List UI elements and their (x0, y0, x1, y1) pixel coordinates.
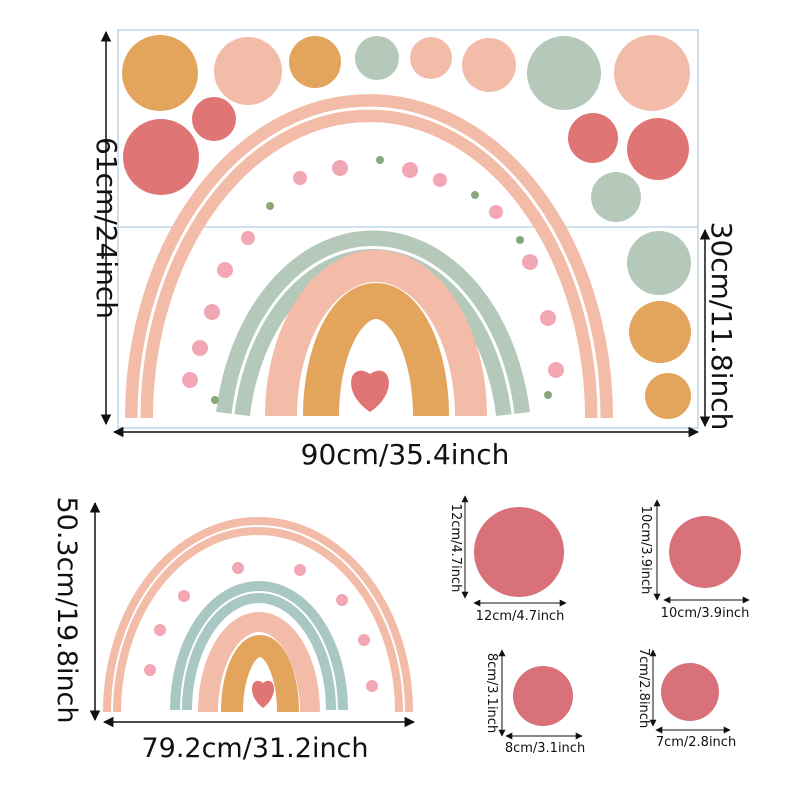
circle-sticker-7cm: 7cm/2.8inch 7cm/2.8inch (636, 648, 736, 750)
rainbow-arc-mustard (221, 635, 299, 713)
flower-icon (433, 173, 447, 187)
flower-icon (489, 205, 503, 219)
dot-sticker (629, 301, 691, 363)
dot-sticker (289, 36, 341, 88)
rainbow-arc-mustard (303, 283, 449, 417)
flower-icon (548, 362, 564, 378)
flower-icon (178, 590, 190, 602)
dot-sticker (627, 118, 689, 180)
leaf-icon (376, 156, 384, 164)
flower-icon (144, 664, 156, 676)
flower-icon (192, 340, 208, 356)
sticker-sheet (117, 29, 699, 429)
bottom-sheet-height-label: 30cm/11.8inch (705, 222, 738, 431)
flower-icon (182, 372, 198, 388)
flower-icon (332, 160, 348, 176)
large-rainbow (125, 94, 613, 419)
circle-sticker-12cm: 12cm/4.7inch 12cm/4.7inch (448, 495, 567, 624)
dot-sticker (568, 113, 618, 163)
circle-width-label: 8cm/3.1inch (505, 741, 585, 756)
dot-sticker (410, 37, 452, 79)
flower-icon (366, 680, 378, 692)
circle-width-label: 7cm/2.8inch (656, 735, 736, 750)
dot-stickers (122, 35, 691, 419)
sheet-height-label: 61cm/24inch (90, 137, 123, 319)
flower-icon (232, 562, 244, 574)
circle-height-label: 10cm/3.9inch (638, 506, 653, 595)
leaf-icon (516, 236, 524, 244)
circle-height-label: 8cm/3.1inch (484, 653, 499, 733)
rainbow-height-label: 50.3cm/19.8inch (51, 496, 82, 723)
rainbow-arc-outer-line (111, 525, 405, 713)
flower-icon (154, 624, 166, 636)
flower-icon (294, 564, 306, 576)
dot-sticker (214, 37, 282, 105)
dot-sticker (527, 36, 601, 110)
flower-icon (402, 162, 418, 178)
dot-sticker (627, 231, 691, 295)
circle-sticker-10cm: 10cm/3.9inch 10cm/3.9inch (638, 499, 750, 621)
flower-icon (293, 171, 307, 185)
circle-sticker (474, 507, 564, 597)
dot-sticker (355, 36, 399, 80)
heart-icon (351, 370, 389, 412)
rainbow-arc-sage-line (180, 591, 338, 711)
leaf-icon (471, 191, 479, 199)
floral-garland (182, 156, 564, 404)
leaf-icon (266, 202, 274, 210)
flower-icon (522, 254, 538, 270)
rainbow-arc-sage-line (231, 245, 515, 415)
rainbow-arc-pink (265, 250, 487, 417)
heart-icon (251, 680, 275, 708)
circle-width-label: 12cm/4.7inch (476, 609, 565, 624)
dot-sticker (462, 38, 516, 92)
dot-sticker (122, 35, 198, 111)
dot-sticker (645, 373, 691, 419)
circle-width-label: 10cm/3.9inch (661, 606, 750, 621)
flower-icon (204, 304, 220, 320)
dot-sticker (123, 119, 199, 195)
flower-icon (241, 231, 255, 245)
rainbow-sticker (103, 517, 413, 713)
circle-sticker (513, 666, 573, 726)
dot-sticker (591, 172, 641, 222)
flower-icon (358, 634, 370, 646)
rainbow-width-label: 79.2cm/31.2inch (141, 733, 368, 764)
dot-sticker (192, 97, 236, 141)
flower-icon (540, 310, 556, 326)
rainbow-arc-pink (198, 612, 320, 713)
leaf-icon (544, 391, 552, 399)
rainbow-arc-outer-line (137, 106, 601, 419)
sheet-width-label: 90cm/35.4inch (301, 438, 510, 471)
circle-sticker (669, 516, 741, 588)
circle-height-label: 12cm/4.7inch (448, 504, 463, 593)
leaf-icon (211, 396, 219, 404)
circle-height-label: 7cm/2.8inch (636, 648, 651, 728)
circle-sticker-8cm: 8cm/3.1inch 8cm/3.1inch (484, 649, 585, 756)
flower-icon (336, 594, 348, 606)
flower-icon (217, 262, 233, 278)
circle-sticker (661, 663, 719, 721)
dot-sticker (614, 35, 690, 111)
